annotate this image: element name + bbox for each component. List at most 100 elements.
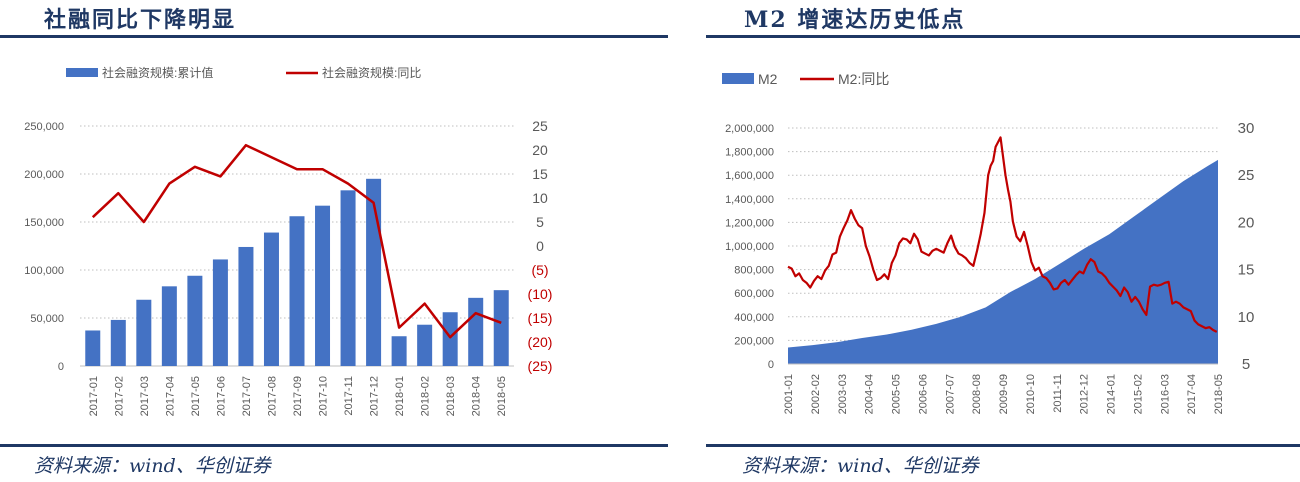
- y-right-tick-label: (10): [528, 286, 553, 302]
- y-left-tick-label: 200,000: [24, 169, 64, 181]
- x-tick-label: 2017-05: [190, 376, 202, 416]
- x-tick-label: 2002-02: [810, 374, 822, 414]
- left-title-rule: [0, 35, 668, 38]
- x-tick-label: 2018-05: [1213, 374, 1225, 414]
- x-tick-label: 2017-01: [88, 376, 100, 416]
- x-tick-label: 2017-08: [266, 376, 278, 416]
- legend-swatch-area: [722, 73, 754, 84]
- x-tick-label: 2010-10: [1025, 374, 1037, 414]
- bar: [340, 190, 356, 366]
- x-tick-label: 2018-03: [445, 376, 457, 416]
- x-tick-label: 2017-10: [318, 376, 330, 416]
- x-tick-label: 2018-01: [394, 376, 406, 416]
- bar: [263, 232, 279, 366]
- x-tick-label: 2017-06: [215, 376, 227, 416]
- y-right-tick-label: 25: [1238, 167, 1255, 184]
- bar: [238, 246, 254, 366]
- x-tick-label: 2017-07: [241, 376, 253, 416]
- y-left-tick-label: 1,400,000: [725, 194, 774, 206]
- x-tick-label: 2011-11: [1052, 374, 1064, 413]
- yoy-series-line: [91, 143, 502, 339]
- m2-area: [788, 159, 1218, 364]
- x-tick-label: 2008-08: [971, 374, 983, 414]
- x-tick-label: 2016-03: [1159, 374, 1171, 414]
- right-chart-title: M2 增速达历史低点: [744, 7, 966, 33]
- y-right-tick-label: (5): [531, 262, 548, 278]
- x-tick-label: 2018-05: [496, 376, 508, 416]
- y-right-tick-label: 5: [1242, 356, 1250, 373]
- right-bottom-rule: [706, 444, 1300, 447]
- y-left-tick-label: 50,000: [30, 313, 64, 325]
- y-right-tick-label: 20: [532, 142, 548, 158]
- y-left-tick-label: 100,000: [24, 265, 64, 277]
- right-chart-panel: M2 增速达历史低点 2,000,000 1,800,000 1,600,000 1,…: [706, 0, 1300, 482]
- y-left-tick-label: 400,000: [734, 312, 774, 324]
- left-chart: 250,000200,000150,000100,00050,000025201…: [24, 65, 553, 416]
- bar: [442, 312, 458, 366]
- right-chart: 2,000,000 1,800,000 1,600,000 1,400,000 1,20…: [722, 71, 1255, 414]
- y-right-tick-label: 25: [532, 118, 548, 134]
- bar: [161, 286, 177, 366]
- left-source-note: 资料来源：wind、华创证券: [34, 455, 271, 477]
- legend-swatch-bar: [66, 68, 98, 77]
- y-left-tick-label: 800,000: [734, 265, 774, 277]
- y-right-tick-label: 10: [1238, 309, 1255, 326]
- m2-yoy-line: [787, 136, 1218, 333]
- legend-label-bar: 社会融资规模:累计值: [102, 65, 213, 80]
- legend-label-line: M2:同比: [838, 71, 889, 87]
- y-right-tick-label: 15: [1238, 262, 1255, 279]
- y-left-tick-label: 200,000: [734, 335, 774, 347]
- y-left-tick-label: 1,800,000: [725, 147, 774, 159]
- y-right-tick-label: (15): [528, 310, 553, 326]
- legend-label-line: 社会融资规模:同比: [322, 65, 421, 80]
- x-tick-label: 2017-04: [1186, 374, 1198, 414]
- x-tick-label: 2009-09: [998, 374, 1010, 414]
- left-chart-title: 社融同比下降明显: [44, 7, 237, 33]
- x-tick-label: 2004-04: [864, 374, 876, 414]
- y-right-tick-label: (20): [528, 334, 553, 350]
- bar: [391, 336, 407, 366]
- y-left-tick-label: 1,600,000: [725, 170, 774, 182]
- bar: [315, 205, 331, 366]
- x-tick-label: 2006-06: [917, 374, 929, 414]
- x-tick-label: 2012-12: [1079, 374, 1091, 414]
- x-tick-label: 2001-01: [783, 374, 795, 414]
- y-right-tick-label: 0: [536, 238, 544, 254]
- bar: [493, 290, 509, 366]
- x-tick-label: 2017-02: [113, 376, 125, 416]
- x-tick-label: 2017-12: [369, 376, 381, 416]
- y-left-tick-label: 250,000: [24, 121, 64, 133]
- y-right-tick-label: (25): [528, 358, 553, 374]
- left-bottom-rule: [0, 444, 668, 447]
- x-tick-label: 2017-03: [139, 376, 151, 416]
- bar: [417, 324, 433, 366]
- bar: [289, 216, 305, 366]
- bar: [212, 259, 228, 366]
- y-right-tick-label: 5: [536, 214, 544, 230]
- bar: [110, 319, 126, 366]
- bar: [468, 297, 484, 366]
- x-tick-label: 2014-01: [1106, 374, 1118, 414]
- x-tick-label: 2017-11: [343, 376, 355, 416]
- right-title-rule: [706, 35, 1300, 38]
- y-left-tick-label: 0: [58, 361, 64, 373]
- x-tick-label: 2018-04: [471, 376, 483, 416]
- x-tick-label: 2017-04: [164, 376, 176, 416]
- y-left-tick-label: 150,000: [24, 217, 64, 229]
- x-tick-label: 2015-02: [1132, 374, 1144, 414]
- bar: [85, 330, 101, 366]
- y-right-tick-label: 20: [1238, 214, 1255, 231]
- x-tick-label: 2017-09: [292, 376, 304, 416]
- legend-label-area: M2: [758, 71, 778, 87]
- bar: [187, 275, 203, 366]
- x-tick-label: 2018-02: [420, 376, 432, 416]
- y-right-tick-label: 10: [532, 190, 548, 206]
- x-tick-label: 2003-03: [837, 374, 849, 414]
- x-tick-label: 2007-07: [944, 374, 956, 414]
- y-left-tick-label: 0: [768, 359, 774, 371]
- y-left-tick-label: 1,000,000: [725, 241, 774, 253]
- y-left-tick-label: 1,200,000: [725, 217, 774, 229]
- left-chart-panel: 社融同比下降明显 250,000 200,000 150,000 100,000 50,…: [0, 7, 668, 477]
- x-tick-label: 2005-05: [891, 374, 903, 414]
- y-left-tick-label: 600,000: [734, 288, 774, 300]
